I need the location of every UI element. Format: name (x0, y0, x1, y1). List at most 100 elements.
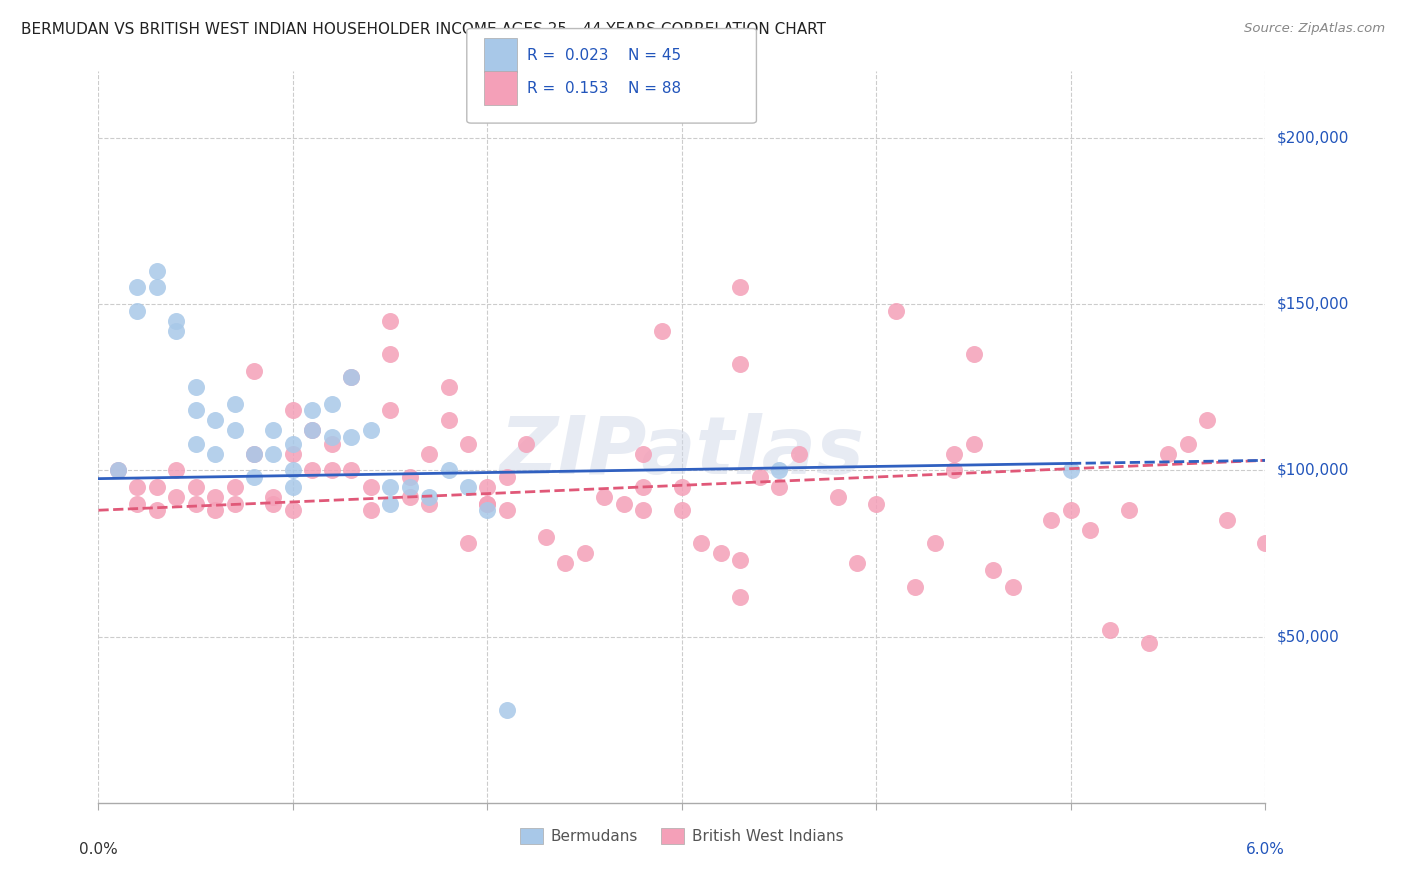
Point (1080, 523, 1102, 537)
Point (1157, 447, 1180, 461)
Point (924, 536, 946, 550)
Point (1215, 513, 1237, 527)
Point (1254, 536, 1277, 550)
Point (380, 480, 402, 494)
Point (904, 580, 927, 594)
Point (281, 403, 304, 417)
Point (380, 403, 402, 417)
Text: $50,000: $50,000 (1277, 629, 1340, 644)
Point (224, 424, 246, 438)
Point (184, 403, 207, 417)
Point (165, 314, 187, 328)
Point (943, 463, 966, 477)
Point (321, 430, 343, 444)
Text: 0.0%: 0.0% (79, 842, 118, 856)
Point (243, 470, 266, 484)
Point (730, 553, 752, 567)
Point (107, 463, 129, 477)
Point (457, 480, 479, 494)
Point (457, 436, 479, 450)
Point (321, 397, 343, 411)
Text: $150,000: $150,000 (1277, 297, 1348, 311)
Point (631, 480, 654, 494)
Point (127, 480, 149, 494)
Point (1177, 436, 1199, 450)
Point (962, 347, 984, 361)
Point (981, 563, 1004, 577)
Point (301, 403, 323, 417)
Point (437, 463, 460, 477)
Point (127, 303, 149, 318)
Point (243, 363, 266, 377)
Point (768, 463, 790, 477)
Legend: Bermudans, British West Indians: Bermudans, British West Indians (515, 822, 849, 850)
Point (730, 357, 752, 371)
Point (262, 424, 284, 438)
Text: R =  0.023    N = 45: R = 0.023 N = 45 (527, 48, 682, 62)
Point (165, 324, 187, 338)
Point (301, 463, 323, 477)
Point (107, 463, 129, 477)
Point (281, 503, 304, 517)
Point (496, 503, 519, 517)
Point (574, 546, 596, 560)
Point (127, 280, 149, 294)
Text: BERMUDAN VS BRITISH WEST INDIAN HOUSEHOLDER INCOME AGES 25 - 44 YEARS CORRELATIO: BERMUDAN VS BRITISH WEST INDIAN HOUSEHOL… (21, 22, 827, 37)
Point (613, 497, 636, 511)
Point (204, 490, 226, 504)
Point (321, 436, 343, 450)
Point (281, 463, 304, 477)
Point (418, 447, 440, 461)
Point (1118, 503, 1140, 517)
Point (146, 503, 169, 517)
Point (1040, 513, 1063, 527)
Point (418, 490, 440, 504)
Point (281, 436, 304, 450)
Point (418, 497, 440, 511)
Point (204, 447, 226, 461)
Point (380, 497, 402, 511)
Point (554, 557, 576, 571)
Point (1137, 636, 1160, 650)
Text: Source: ZipAtlas.com: Source: ZipAtlas.com (1244, 22, 1385, 36)
Point (437, 380, 460, 394)
Point (690, 536, 713, 550)
Point (865, 497, 887, 511)
Point (1001, 580, 1024, 594)
Point (1060, 463, 1083, 477)
Point (360, 480, 382, 494)
Point (730, 590, 752, 604)
Point (496, 470, 519, 484)
Text: $200,000: $200,000 (1277, 130, 1348, 145)
Point (787, 447, 810, 461)
Point (184, 480, 207, 494)
Point (515, 436, 537, 450)
Point (477, 503, 499, 517)
Point (477, 497, 499, 511)
Point (631, 503, 654, 517)
Point (380, 347, 402, 361)
Point (398, 470, 420, 484)
Point (593, 490, 616, 504)
Point (243, 447, 266, 461)
Point (281, 447, 304, 461)
Point (398, 480, 420, 494)
Point (340, 370, 363, 384)
Point (671, 480, 693, 494)
Point (651, 324, 673, 338)
Point (710, 546, 733, 560)
Text: 6.0%: 6.0% (1246, 842, 1285, 856)
Point (224, 497, 246, 511)
Point (301, 424, 323, 438)
Point (262, 497, 284, 511)
Point (748, 470, 770, 484)
Point (321, 463, 343, 477)
Point (184, 380, 207, 394)
Point (262, 447, 284, 461)
Point (671, 503, 693, 517)
Point (224, 397, 246, 411)
Point (631, 447, 654, 461)
Point (457, 536, 479, 550)
Text: R =  0.153    N = 88: R = 0.153 N = 88 (527, 81, 682, 95)
Point (146, 264, 169, 278)
